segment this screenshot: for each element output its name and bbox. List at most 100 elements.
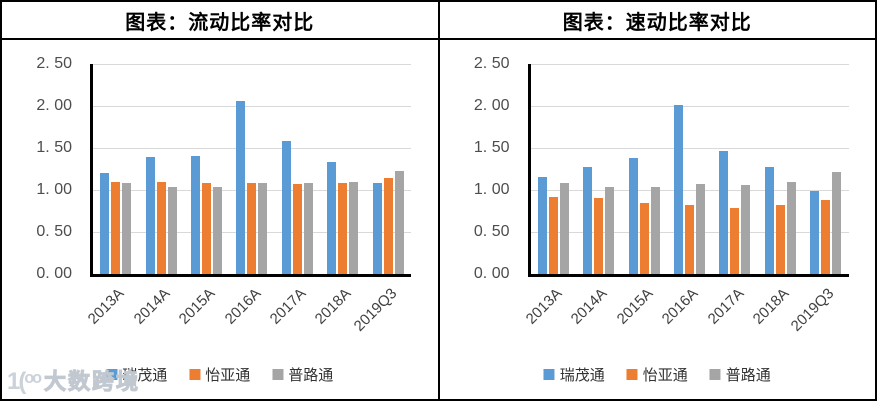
bar (167, 187, 177, 274)
x-axis-labels: 2013A 2014A 2015A 2016A 2017A 2018A 2019Q3 (85, 279, 411, 341)
bar-series-container (93, 64, 411, 274)
bar-group-2019Q3 (366, 64, 411, 274)
gridline (530, 106, 849, 107)
x-tick-label: 2014A (567, 285, 611, 328)
gridline (93, 148, 411, 149)
x-axis-labels: 2013A 2014A 2015A 2016A 2017A 2018A 2019Q3 (523, 279, 849, 341)
x-tick-label: 2016A (658, 285, 702, 328)
legend-item: 怡亚通 (189, 364, 250, 385)
bar-group-2016A (229, 64, 274, 274)
bar-group-2018A (320, 64, 365, 274)
legend-label: 普路通 (725, 367, 771, 384)
bar-group-2016A (667, 64, 712, 274)
bar (213, 187, 223, 274)
gridline (93, 106, 411, 107)
bar-group-2013A (93, 64, 138, 274)
bar (719, 150, 729, 274)
bar (810, 190, 820, 274)
bar-group-2015A (184, 64, 229, 274)
x-tick-label: 2019Q3 (350, 285, 401, 335)
x-tick-label: 2017A (266, 285, 310, 328)
bar (605, 186, 615, 274)
legend-swatch-icon (543, 369, 555, 380)
bar (775, 205, 785, 274)
bar (349, 181, 359, 274)
y-tick-label: 0. 00 (473, 265, 510, 282)
bar (247, 183, 257, 274)
x-tick-label: 2014A (130, 285, 174, 328)
legend-label: 怡亚通 (642, 367, 688, 384)
quick-ratio-chart: 0. 00 0. 50 1. 00 1. 50 2. 00 2. 50 2013A 2014A… (440, 40, 876, 399)
gridline (93, 64, 411, 65)
legend-item: 怡亚通 (626, 364, 688, 385)
bar (548, 196, 558, 274)
bar (695, 184, 705, 274)
legend-label: 怡亚通 (205, 367, 251, 384)
x-tick-label: 2013A (85, 285, 128, 328)
bar (786, 182, 796, 274)
legend-swatch-icon (106, 369, 118, 380)
plot-area (90, 64, 411, 277)
chart-panel-current-ratio: 图表：流动比率对比 0. 00 0. 50 1. 00 1. 50 2. 00 2. 50… (2, 2, 440, 399)
chart-panel-quick-ratio: 图表：速动比率对比 0. 00 0. 50 1. 00 1. 50 2. 00 2. 50… (439, 2, 876, 399)
gridline (530, 148, 849, 149)
legend-item: 瑞茂通 (543, 364, 605, 385)
y-tick-label: 1. 00 (473, 181, 510, 198)
bar (559, 183, 569, 274)
x-tick-label: 2018A (312, 285, 355, 328)
bar (111, 181, 121, 274)
y-tick-label: 2. 50 (36, 55, 72, 72)
bar (156, 182, 166, 274)
bar-group-2014A (576, 64, 621, 274)
bar (258, 183, 268, 274)
y-tick-label: 2. 50 (473, 55, 510, 72)
legend-swatch-icon (709, 369, 721, 380)
bar (650, 187, 660, 274)
bar (730, 208, 740, 274)
bar (122, 183, 132, 274)
bar (639, 202, 649, 274)
y-tick-label: 0. 50 (473, 223, 510, 240)
legend-label: 瑞茂通 (122, 367, 168, 384)
gridline (530, 64, 849, 65)
y-tick-label: 0. 00 (36, 265, 72, 282)
bar (583, 167, 593, 274)
legend-label: 瑞茂通 (559, 367, 605, 384)
bar (594, 198, 604, 274)
bar (202, 183, 212, 274)
bar (684, 205, 694, 274)
y-tick-label: 2. 00 (473, 97, 510, 114)
bar (145, 157, 155, 274)
bar (537, 176, 547, 274)
legend-swatch-icon (626, 369, 638, 380)
legend-item: 普路通 (272, 364, 333, 385)
bar (741, 184, 751, 274)
legend-swatch-icon (189, 369, 201, 380)
bar (327, 162, 337, 274)
y-tick-label: 2. 00 (36, 97, 72, 114)
x-tick-label: 2013A (522, 285, 566, 328)
chart-title: 图表：流动比率对比 (2, 2, 438, 40)
bar-group-2014A (138, 64, 183, 274)
x-tick-label: 2015A (175, 285, 219, 328)
legend: 瑞茂通 怡亚通 普路通 (106, 364, 333, 385)
x-tick-label: 2015A (613, 285, 657, 328)
bar-group-2018A (758, 64, 803, 274)
bar (191, 156, 201, 274)
x-tick-label: 2018A (749, 285, 793, 328)
x-tick-label: 2016A (221, 285, 265, 328)
y-tick-label: 1. 00 (36, 181, 72, 198)
y-tick-label: 1. 50 (473, 139, 510, 156)
bar (673, 105, 683, 274)
chart-title: 图表：速动比率对比 (439, 2, 875, 40)
y-tick-label: 0. 50 (36, 223, 72, 240)
gridline (530, 190, 849, 191)
legend-item: 瑞茂通 (106, 364, 167, 385)
bar (628, 158, 638, 274)
legend: 瑞茂通 怡亚通 普路通 (543, 364, 771, 385)
current-ratio-chart: 0. 00 0. 50 1. 00 1. 50 2. 00 2. 50 2013A 2014A… (2, 40, 438, 399)
bar (303, 183, 313, 274)
bar-series-container (531, 64, 849, 274)
legend-swatch-icon (272, 369, 284, 380)
